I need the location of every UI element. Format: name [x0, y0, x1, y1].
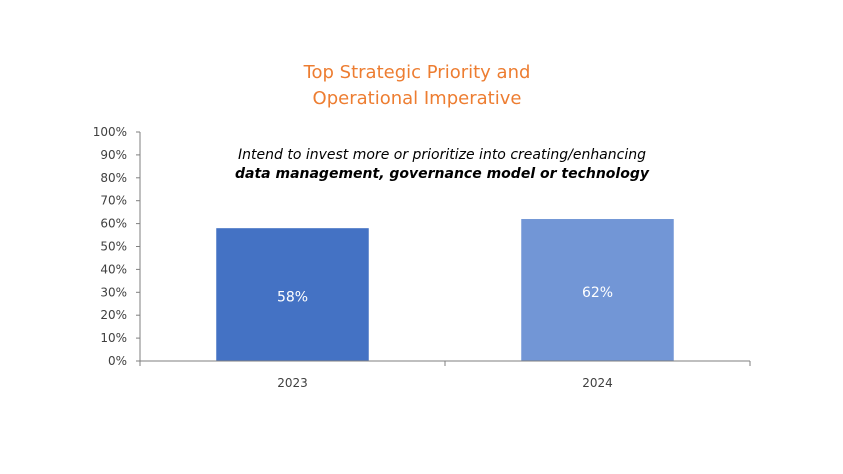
- y-tick-label: 40%: [100, 262, 127, 276]
- chart-title-line-1: Top Strategic Priority and: [303, 62, 531, 83]
- y-axis-ticks: 0% 10% 20% 30% 40% 50% 60% 70% 80% 90% 100%: [93, 125, 140, 368]
- chart-title-line-2: Operational Imperative: [313, 88, 522, 109]
- y-tick-label: 30%: [100, 285, 127, 299]
- x-axis: 2023 2024: [139, 360, 751, 390]
- bars: 58% 62%: [216, 219, 674, 361]
- y-tick-label: 90%: [100, 148, 127, 162]
- y-tick-label: 60%: [100, 217, 127, 231]
- bar-data-label: 58%: [277, 290, 308, 306]
- annotation-line-1: Intend to invest more or prioritize into…: [238, 147, 646, 163]
- y-tick-label: 10%: [100, 331, 127, 345]
- y-tick-label: 70%: [100, 194, 127, 208]
- y-tick-label: 80%: [100, 171, 127, 185]
- bar-data-label: 62%: [582, 285, 613, 301]
- annotation-line-2: data management, governance model or tec…: [235, 166, 650, 182]
- x-tick-label: 2024: [582, 376, 613, 390]
- x-tick-label: 2023: [277, 376, 308, 390]
- y-tick-label: 20%: [100, 308, 127, 322]
- bar: [521, 219, 674, 361]
- y-tick-label: 0%: [108, 354, 127, 368]
- bar: [216, 228, 369, 361]
- y-tick-label: 50%: [100, 240, 127, 254]
- y-tick-label: 100%: [93, 125, 127, 139]
